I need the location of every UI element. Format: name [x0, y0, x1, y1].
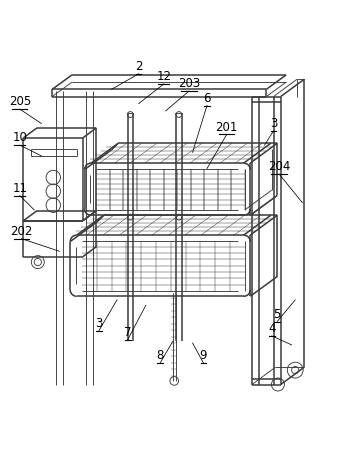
- Text: 9: 9: [200, 349, 207, 362]
- Text: 4: 4: [268, 322, 275, 335]
- Text: 201: 201: [216, 120, 238, 134]
- Text: 204: 204: [268, 160, 290, 173]
- Text: 203: 203: [178, 77, 200, 90]
- Text: 11: 11: [12, 182, 27, 195]
- Text: 5: 5: [274, 308, 281, 321]
- Text: 6: 6: [203, 92, 211, 105]
- Text: 12: 12: [156, 70, 171, 83]
- Text: 8: 8: [157, 349, 164, 362]
- Text: 202: 202: [10, 225, 33, 238]
- Text: 2: 2: [135, 60, 142, 73]
- Text: 7: 7: [124, 326, 131, 339]
- Text: 3: 3: [270, 117, 277, 130]
- Text: 205: 205: [9, 95, 31, 108]
- Text: 3: 3: [95, 317, 103, 330]
- Text: 10: 10: [12, 131, 27, 144]
